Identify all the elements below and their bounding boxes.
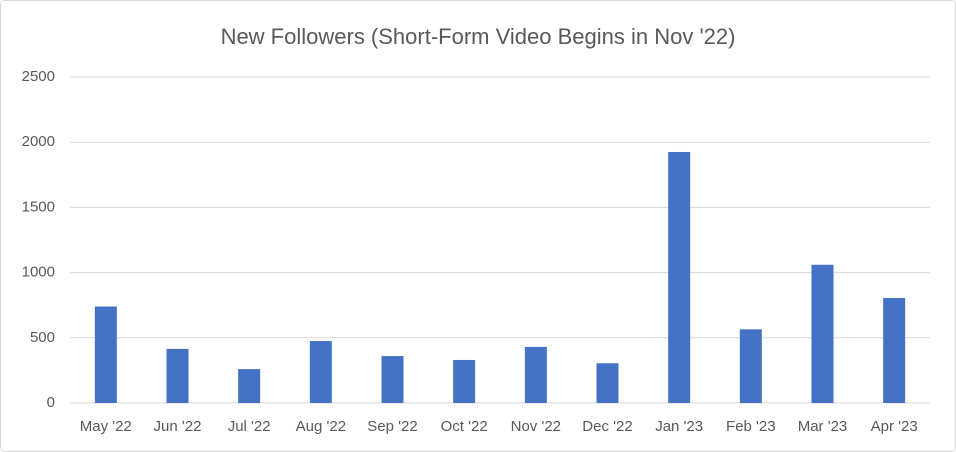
y-tick-label: 0 [47, 394, 55, 411]
x-tick-label: Oct '22 [441, 418, 488, 435]
bar [668, 151, 691, 403]
bar [596, 363, 619, 403]
y-tick-label: 2500 [22, 68, 55, 85]
bar [811, 264, 834, 403]
x-tick-label: May '22 [80, 418, 132, 435]
bar [739, 329, 762, 403]
bar [453, 359, 476, 403]
chart-title: New Followers (Short-Form Video Begins i… [221, 24, 736, 49]
x-tick-label: Jan '23 [655, 418, 703, 435]
y-tick-label: 1000 [22, 264, 55, 281]
x-tick-label: Apr '23 [871, 418, 918, 435]
bar [309, 341, 332, 403]
y-tick-label: 500 [30, 329, 55, 346]
x-tick-label: Nov '22 [511, 418, 561, 435]
x-tick-label: Sep '22 [367, 418, 417, 435]
x-tick-label: Mar '23 [798, 418, 848, 435]
bar [381, 356, 404, 403]
bar [94, 306, 117, 403]
x-tick-label: Jul '22 [228, 418, 271, 435]
x-tick-label: Jun '22 [154, 418, 202, 435]
bar [238, 369, 261, 403]
x-tick-label: Aug '22 [296, 418, 346, 435]
x-tick-label: Dec '22 [582, 418, 632, 435]
x-tick-label: Feb '23 [726, 418, 776, 435]
bar [883, 298, 906, 403]
y-tick-label: 2000 [22, 133, 55, 150]
bar [166, 348, 189, 403]
y-tick-label: 1500 [22, 198, 55, 215]
bar [524, 346, 547, 403]
